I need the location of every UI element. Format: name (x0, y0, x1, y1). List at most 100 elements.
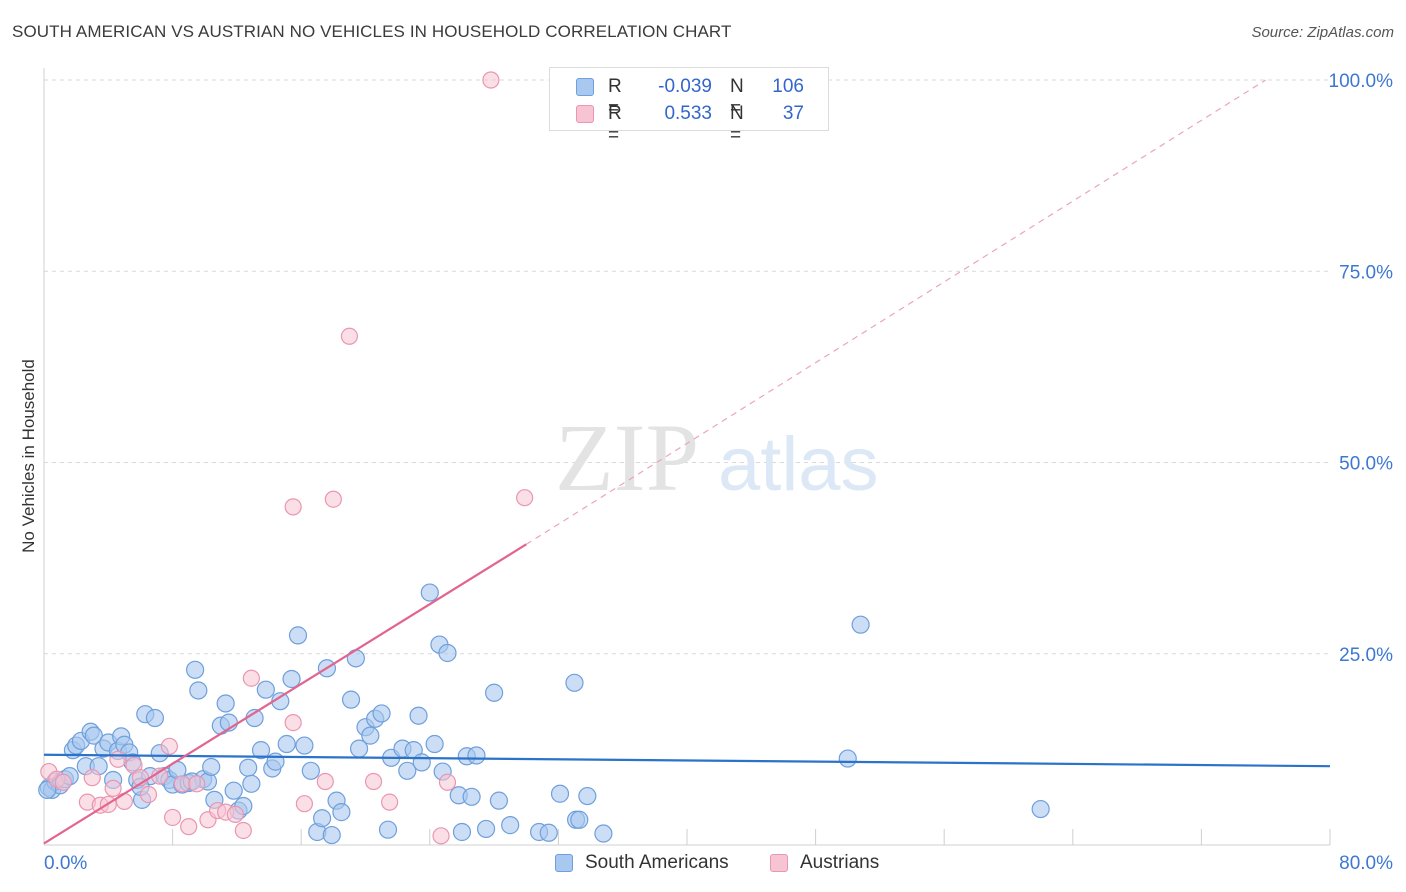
south-american-point (438, 643, 457, 663)
r-value: -0.039 (658, 76, 712, 97)
south-american-point (501, 816, 520, 835)
south-american-point (398, 761, 417, 780)
south-american-point (420, 583, 439, 602)
axes (43, 68, 1331, 846)
south-american-point (476, 819, 496, 839)
r-label: R = (608, 103, 622, 146)
austrian-point (242, 669, 260, 687)
watermark-zip: ZIP (555, 404, 699, 511)
south-american-point (312, 809, 332, 828)
trend-lines (43, 79, 1331, 845)
south-american-point (239, 758, 258, 777)
y-tick-label: 50.0% (1339, 454, 1393, 475)
austrian-point (324, 490, 342, 508)
austrian-point (54, 773, 72, 791)
austrian-point (139, 785, 158, 804)
watermark-atlas: atlas (718, 422, 879, 507)
x-tick-label: 80.0% (1339, 853, 1393, 874)
austrian-point (340, 327, 359, 345)
austrians-points (40, 71, 534, 845)
south-american-point (322, 825, 341, 845)
south-american-point (301, 761, 320, 780)
south-american-point (145, 708, 165, 728)
south-american-point (186, 660, 205, 679)
r-value: 0.533 (664, 103, 712, 124)
n-label: N = (730, 103, 744, 146)
south-american-point (1031, 799, 1050, 819)
chart-title: SOUTH AMERICAN VS AUSTRIAN NO VEHICLES I… (12, 22, 732, 41)
south-americans-swatch (576, 78, 594, 96)
south-american-point (341, 690, 361, 709)
south-americans-swatch (555, 854, 573, 872)
south-american-point (594, 824, 613, 843)
austrian-point (226, 805, 244, 824)
n-value: 106 (772, 76, 804, 97)
south-american-point (372, 704, 391, 723)
grid-lines (44, 79, 1330, 655)
south-american-point (346, 649, 365, 668)
south-american-point (489, 791, 509, 810)
south-american-point (295, 736, 314, 755)
legend-label: Austrians (800, 852, 880, 873)
austrians-swatch (576, 105, 594, 123)
south-american-point (851, 615, 870, 634)
n-value: 37 (782, 103, 804, 124)
austrian-point (173, 775, 191, 793)
south-americans-points (38, 583, 1050, 845)
austrian-point (115, 792, 133, 810)
correlation-legend: R = -0.039 N = 106 R = 0.533 N = 37 (549, 67, 829, 146)
austrian-point (284, 498, 302, 516)
south-american-point (242, 774, 261, 793)
south-american-point (570, 810, 589, 829)
austrians-swatch (770, 854, 788, 872)
y-tick-label: 25.0% (1339, 645, 1393, 666)
austrian-point (109, 750, 127, 768)
austrian-point (180, 818, 198, 836)
austrian-point (160, 737, 178, 755)
south-american-point (282, 669, 301, 689)
south-american-point (216, 694, 235, 713)
south-american-point (409, 706, 428, 725)
south-american-point (84, 726, 103, 745)
austrian-point (284, 713, 302, 732)
south-american-point (462, 787, 481, 806)
south-american-point (412, 753, 431, 772)
austrian-point (234, 821, 252, 840)
south-american-point (288, 626, 308, 645)
south-american-point (332, 803, 351, 822)
south-american-point (202, 757, 221, 777)
austrian-point (83, 769, 101, 787)
n-label: N = (730, 76, 744, 119)
south-american-point (539, 823, 558, 842)
austrian-point (164, 808, 182, 827)
south-american-point (256, 680, 275, 699)
south-american-point (189, 681, 208, 700)
x-tick-label: 0.0% (44, 853, 87, 874)
south-american-point (838, 749, 857, 768)
south-american-point (378, 820, 398, 839)
austrian-point (516, 489, 534, 507)
south-americans-trend-line (43, 753, 1331, 768)
austrian-point (104, 779, 122, 797)
austrians-trend-extension (525, 79, 1267, 545)
south-american-point (251, 741, 271, 760)
y-tick-label: 100.0% (1329, 71, 1394, 92)
austrian-point (316, 772, 334, 791)
south-american-point (277, 734, 296, 754)
tick-labels: 25.0% 50.0% 75.0% 100.0% 0.0% 80.0% (44, 71, 1393, 874)
south-american-point (224, 781, 243, 800)
legend-label: South Americans (585, 852, 729, 873)
austrian-point (482, 71, 500, 89)
south-american-point (485, 683, 504, 702)
south-american-point (452, 822, 472, 842)
source-label: Source: ZipAtlas.com (1251, 24, 1394, 41)
south-american-point (467, 746, 486, 765)
south-american-point (550, 784, 570, 803)
watermark: ZIP atlas (555, 404, 879, 511)
austrian-point (188, 775, 206, 793)
austrian-point (432, 827, 450, 845)
austrians-trend-line (43, 543, 527, 845)
austrian-point (364, 772, 383, 791)
south-american-point (578, 786, 597, 806)
